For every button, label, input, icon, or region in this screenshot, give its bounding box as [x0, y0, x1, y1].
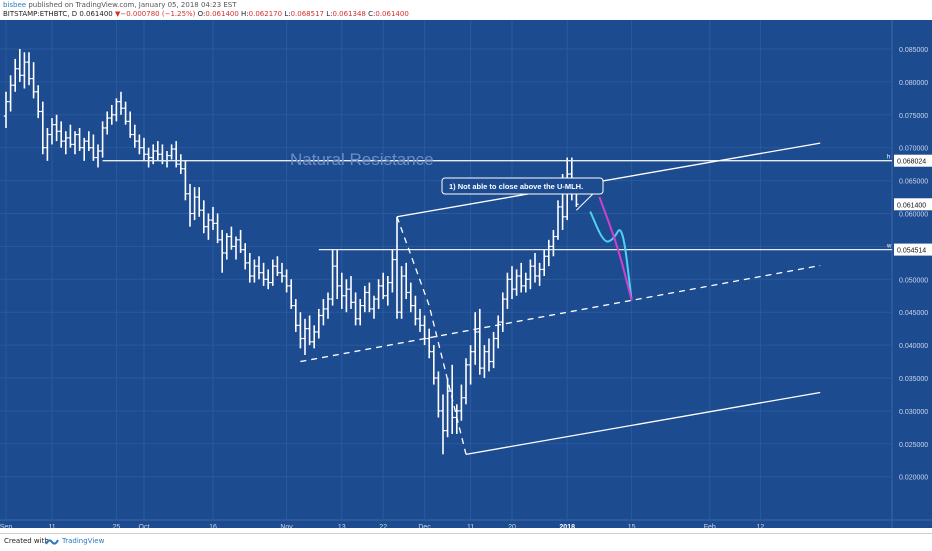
low-value: 0.068517	[290, 10, 324, 18]
price-tag-box	[894, 198, 932, 211]
price-tag-box	[894, 154, 932, 167]
footer: Created with TradingView	[0, 533, 932, 551]
price-tags: 0.068024 h 0.061400 0.054514 w	[886, 154, 932, 256]
callout-text: 1) Not able to close above the U-MLH.	[449, 182, 583, 191]
price-tick-label: 0.070000	[899, 146, 928, 153]
open-value: 0.061400	[205, 10, 239, 18]
symbol-label: BITSTAMP:ETHBTC, D	[3, 10, 78, 18]
projection-magenta-path	[598, 196, 633, 301]
price-axis[interactable]: 0.085000 0.080000 0.075000 0.070000 0.065000…	[899, 47, 928, 482]
time-axis[interactable]: Sep 11 25 Oct 16 Nov 13 22 Dec 11 20 2018 15 Feb 12	[0, 524, 764, 528]
tradingview-logo-icon	[45, 539, 59, 545]
low-label: L:	[284, 10, 291, 18]
price-tick-label: 0.080000	[899, 80, 928, 87]
price-tick-label: 0.085000	[899, 47, 928, 54]
tradingview-brand[interactable]: TradingView	[62, 537, 105, 545]
natural-resistance-label: Natural Resistance	[290, 150, 434, 169]
price-tick-label: 0.075000	[899, 113, 928, 120]
price-chart[interactable]: Natural Resistance 1) Not able to close …	[0, 20, 932, 528]
publish-info: bisbee published on TradingView.com, Jan…	[3, 1, 237, 9]
time-tick-label: 16	[209, 524, 217, 528]
price-tick-label: 0.060000	[899, 212, 928, 219]
price-tick-label: 0.020000	[899, 475, 928, 482]
time-tick-label: 2018	[559, 524, 575, 528]
price-tag-marker: h	[887, 155, 890, 161]
time-tick-label: 15	[628, 524, 636, 528]
change-arrow-icon: ▼	[114, 10, 121, 18]
price-tag-label: 0.054514	[897, 248, 926, 255]
author-link[interactable]: bisbee	[3, 1, 27, 9]
time-tick-label: 25	[113, 524, 121, 528]
price-tick-label: 0.050000	[899, 277, 928, 284]
price-tick-label: 0.030000	[899, 409, 928, 416]
close-value: 0.061400	[375, 10, 409, 18]
price-tick-label: 0.040000	[899, 343, 928, 350]
high-value: 0.062170	[248, 10, 283, 18]
last-price: 0.061400	[79, 10, 113, 18]
time-tick-label: Nov	[280, 524, 293, 528]
time-tick-label: 11	[48, 524, 55, 528]
time-tick-label: Dec	[418, 524, 431, 528]
publish-header: bisbee published on TradingView.com, Jan…	[0, 0, 932, 20]
time-tick-label: 20	[508, 524, 516, 528]
projection-cyan-path	[589, 211, 633, 301]
candles	[3, 49, 579, 455]
price-tag-box	[894, 243, 932, 256]
chart-area[interactable]: Natural Resistance 1) Not able to close …	[0, 20, 932, 528]
low2-value: 0.061348	[332, 10, 366, 18]
time-tick-label: 11	[467, 524, 474, 528]
price-tick-label: 0.035000	[899, 376, 928, 383]
low2-label: L:	[326, 10, 333, 18]
drawing-tools[interactable]	[102, 142, 892, 455]
callout: 1) Not able to close above the U-MLH.	[441, 177, 604, 195]
published-text: published on TradingView.com, January 05…	[26, 1, 237, 9]
grid	[0, 20, 932, 528]
time-tick-label: Oct	[139, 524, 150, 528]
time-tick-label: Sep	[0, 524, 12, 528]
price-tick-label: 0.045000	[899, 310, 928, 317]
created-with-label: Created with	[4, 537, 49, 545]
symbol-ohlc-line: BITSTAMP:ETHBTC, D 0.061400 ▼−0.000780 (…	[3, 10, 409, 18]
time-tick-label: 22	[379, 524, 387, 528]
pitchfork-median-line	[300, 264, 821, 363]
price-tag-label: 0.068024	[897, 159, 926, 166]
price-tag-label: 0.061400	[897, 202, 926, 209]
pitchfork-handle	[396, 216, 467, 455]
price-tick-label: 0.065000	[899, 179, 928, 186]
price-tick-label: 0.025000	[899, 442, 928, 449]
time-tick-label: Feb	[704, 524, 716, 528]
high-label: H:	[241, 10, 249, 18]
price-change: −0.000780 (−1.25%)	[120, 10, 196, 18]
time-tick-label: 12	[757, 524, 765, 528]
pitchfork-lower-line	[465, 391, 821, 455]
open-label: O:	[197, 10, 206, 18]
price-tag-marker: w	[886, 244, 892, 250]
pitchfork-upper-line	[396, 142, 821, 218]
time-tick-label: 13	[338, 524, 346, 528]
close-label: C:	[368, 10, 376, 18]
